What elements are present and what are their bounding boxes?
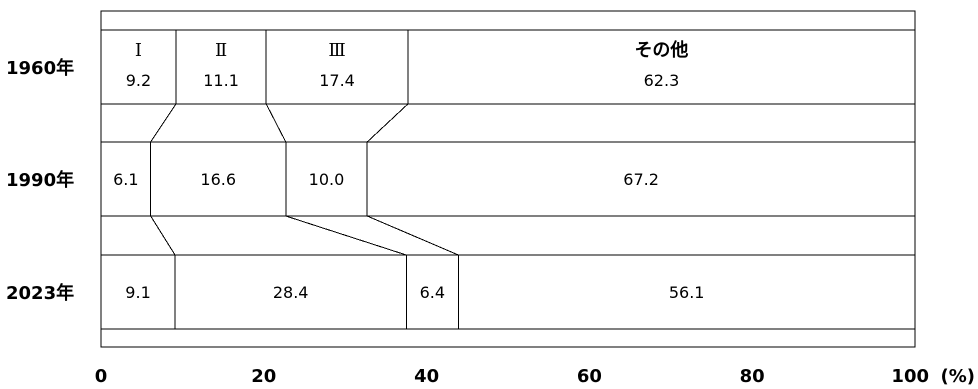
x-tick-label: 100 xyxy=(891,366,929,387)
connector-line xyxy=(150,215,176,256)
x-axis-ticks: 0 20 40 60 80 100 (%) xyxy=(95,366,975,387)
connector-line xyxy=(150,103,177,143)
x-axis-unit: (%) xyxy=(941,366,976,387)
connector-lines xyxy=(150,103,459,256)
x-tick-label: 40 xyxy=(414,366,439,387)
connector-line xyxy=(366,103,409,143)
segment-name-label: Ⅲ xyxy=(328,40,345,61)
segment-value-label: 10.0 xyxy=(309,170,345,189)
segment-value-label: 67.2 xyxy=(623,170,659,189)
segment-value-label: 56.1 xyxy=(669,283,705,302)
row-labels: Ⅰ 9.2 Ⅱ 11.1 Ⅲ 17.4 その他 62.3 1960年 6.1 16.6 10.0 67.… xyxy=(6,39,704,304)
row-label: 2023年 xyxy=(6,282,74,304)
segment-name-label: その他 xyxy=(634,39,688,61)
segment-value-label: 28.4 xyxy=(273,283,309,302)
segment-value-label: 9.1 xyxy=(125,283,150,302)
segment-value-label: 62.3 xyxy=(644,71,680,90)
segment-value-label: 16.6 xyxy=(200,170,236,189)
x-tick-label: 60 xyxy=(577,366,602,387)
connector-line xyxy=(366,215,459,256)
row-label: 1990年 xyxy=(6,169,74,191)
segment-value-label: 9.2 xyxy=(126,71,151,90)
chart-frame xyxy=(100,10,916,348)
connector-line xyxy=(265,103,287,143)
segment-value-label: 6.4 xyxy=(420,283,445,302)
connector-line xyxy=(285,215,407,256)
x-tick-label: 0 xyxy=(95,366,108,387)
segment-name-label: Ⅰ xyxy=(135,40,142,61)
segment-value-label: 17.4 xyxy=(319,71,355,90)
x-tick-label: 80 xyxy=(740,366,765,387)
segment-value-label: 11.1 xyxy=(203,71,239,90)
row-label: 1960年 xyxy=(6,57,74,79)
chart-outer-frame xyxy=(100,10,916,348)
segment-value-label: 6.1 xyxy=(113,170,138,189)
x-tick-label: 20 xyxy=(251,366,276,387)
segment-name-label: Ⅱ xyxy=(215,40,227,61)
bar-segments xyxy=(101,29,915,330)
